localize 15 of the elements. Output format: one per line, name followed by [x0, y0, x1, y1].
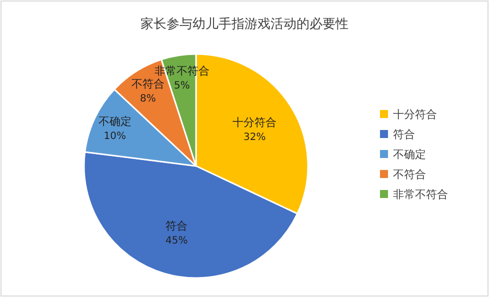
slice-label: 符合 [166, 220, 188, 233]
slice-label: 十分符合 [232, 116, 277, 129]
data-label: 5% [174, 80, 190, 92]
legend-label: 不确定 [393, 148, 426, 161]
data-label: 32% [244, 132, 266, 143]
legend-label: 十分符合 [393, 108, 437, 121]
data-label: 10% [104, 130, 126, 142]
legend-label: 非常不符合 [393, 188, 448, 201]
legend-label: 不符合 [393, 168, 426, 181]
legend-label: 符合 [393, 128, 415, 141]
data-label: 8% [140, 93, 156, 104]
chart-title: 家长参与幼儿手指游戏活动的必要性 [140, 16, 348, 32]
slice-label: 不确定 [98, 114, 132, 128]
data-label: 45% [166, 236, 188, 247]
slice-label: 不符合 [131, 77, 164, 90]
